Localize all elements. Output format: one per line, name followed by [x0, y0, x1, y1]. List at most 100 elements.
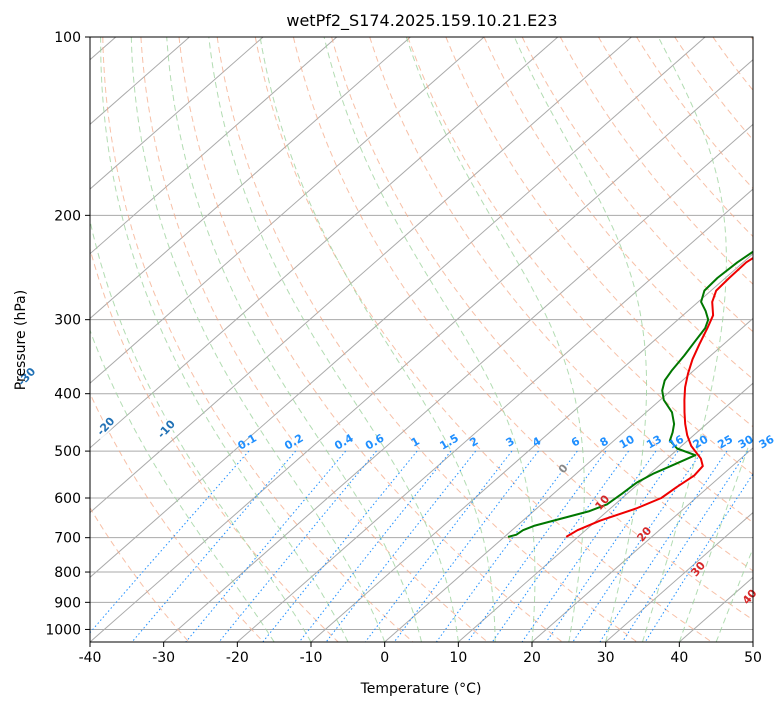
x-tick-label: 50: [744, 650, 762, 666]
label-backdrop: [13, 362, 40, 391]
moist-adiabat-line: [752, 640, 753, 642]
moist-adiabat-label: 20: [634, 524, 654, 544]
y-tick-label: 800: [54, 565, 81, 581]
moist-adiabat-line: [513, 37, 647, 642]
moist-adiabat-line: [90, 218, 312, 642]
y-tick-label: 700: [54, 531, 81, 547]
mixing-ratio-label-group: 0.4: [332, 431, 356, 452]
mixing-ratio-line: [131, 450, 297, 642]
isotherm-line: [90, 37, 485, 384]
mixing-ratio-label-group: 36: [757, 432, 775, 451]
dry-adiabat-line: [445, 37, 753, 428]
moist-adiabat-label-group: 0: [556, 461, 571, 475]
mixing-ratio-label: 25: [715, 433, 735, 452]
x-tick-label: 30: [597, 650, 615, 666]
mixing-ratio-line: [467, 450, 607, 642]
dry-adiabat-line: [674, 37, 753, 141]
mixing-ratio-line: [298, 450, 452, 642]
isotherm-line: [90, 58, 753, 642]
dry-adiabat-line: [407, 37, 753, 476]
dry-adiabat-line: [598, 37, 753, 238]
y-axis-label: Pressure (hPa): [13, 290, 29, 390]
mixing-ratio-line: [393, 450, 539, 642]
moist-adiabat-line: [130, 37, 386, 642]
dry-adiabat-label-group: -20: [92, 412, 119, 440]
mixing-ratio-line: [435, 450, 578, 642]
moist-adiabat-label-group: 40: [740, 587, 760, 607]
dry-adiabat-label-group: -10: [152, 415, 180, 443]
mixing-ratio-line: [491, 450, 630, 642]
dry-adiabat-line: [178, 37, 563, 642]
plot-frame: [89, 36, 754, 643]
x-tick-label: 40: [670, 650, 688, 666]
moist-adiabat-label: 40: [740, 587, 760, 607]
mixing-ratio-line: [218, 450, 377, 642]
isotherm-line: [90, 37, 338, 255]
dry-adiabat-line: [750, 37, 753, 41]
mixing-ratio-line: [90, 450, 250, 634]
x-tick-label: -20: [226, 650, 249, 666]
mixing-ratio-line: [185, 450, 347, 642]
dry-adiabat-line: [102, 37, 414, 642]
isotherm-line: [90, 37, 264, 190]
x-tick-label: 20: [523, 650, 541, 666]
mixing-ratio-label: 1: [409, 435, 422, 450]
y-tick-label: 900: [54, 595, 81, 611]
mixing-ratio-line: [644, 473, 753, 642]
label-backdrop: [152, 415, 180, 443]
mixing-ratio-label: 0.4: [332, 431, 356, 452]
temperature-profile-line: [565, 256, 753, 538]
y-tick-label: 200: [54, 208, 81, 224]
isotherm-line: [90, 37, 559, 449]
y-tick-label: 300: [54, 313, 81, 329]
mixing-ratio-label-group: 0.2: [282, 432, 305, 453]
mixing-ratio-label: 6: [569, 434, 582, 449]
dry-adiabat-line: [90, 247, 339, 642]
isotherm-line: [163, 123, 753, 642]
dry-adiabat-line: [216, 37, 638, 642]
label-backdrop: [92, 412, 119, 440]
isotherm-line: [679, 576, 753, 642]
mixing-ratio-label-group: 6: [569, 434, 582, 449]
axes-layer: -40 -30 -20 -10 0 10 20 30 40 5010020030040050060…: [45, 30, 762, 666]
isotherm-line: [90, 37, 706, 578]
y-tick-label: 400: [54, 387, 81, 403]
moist-adiabat-line: [678, 431, 753, 642]
moist-adiabat-line: [259, 37, 496, 642]
mixing-ratio-line: [572, 450, 703, 642]
isotherm-line: [90, 37, 411, 320]
mixing-ratio-label: 0.2: [282, 432, 305, 453]
x-tick-label: 10: [449, 650, 467, 666]
chart-title: wetPf2_S174.2025.159.10.21.E23: [286, 11, 557, 31]
y-tick-label: 1000: [45, 622, 81, 638]
dry-adiabat-line: [292, 37, 753, 621]
grid-layer: [90, 37, 753, 642]
isotherm-line: [384, 317, 753, 642]
x-tick-label: -10: [300, 650, 323, 666]
dry-adiabat-line: [636, 37, 753, 190]
curve-label-layer: -100-90-80-70-60-50-40-30-20-100.10.20.4…: [13, 362, 775, 607]
moist-adiabat-label-group: 20: [634, 524, 654, 544]
isotherm-line: [458, 382, 753, 642]
dry-adiabat-line: [90, 392, 264, 642]
isotherm-line: [90, 37, 632, 514]
mixing-ratio-label: 8: [598, 435, 611, 450]
dry-adiabat-line: [483, 37, 753, 380]
mixing-ratio-label: 16: [666, 432, 686, 451]
dry-adiabat-line: [712, 37, 753, 92]
moist-adiabat-line: [405, 37, 585, 642]
mixing-ratio-label-group: 16: [666, 432, 686, 451]
y-tick-label: 100: [54, 30, 81, 46]
mixing-ratio-line: [262, 450, 418, 642]
data-layer: [507, 250, 753, 538]
moist-adiabat-line: [166, 37, 422, 642]
mixing-ratio-label-group: 8: [598, 435, 611, 450]
dry-adiabat-line: [331, 37, 753, 572]
x-axis-label: Temperature (°C): [360, 681, 482, 697]
x-tick-label: -30: [152, 650, 175, 666]
isotherm-line: [752, 641, 753, 642]
isotherm-line: [531, 447, 753, 642]
mixing-ratio-label-group: 25: [715, 433, 735, 452]
moist-adiabat-label: 0: [556, 461, 571, 475]
